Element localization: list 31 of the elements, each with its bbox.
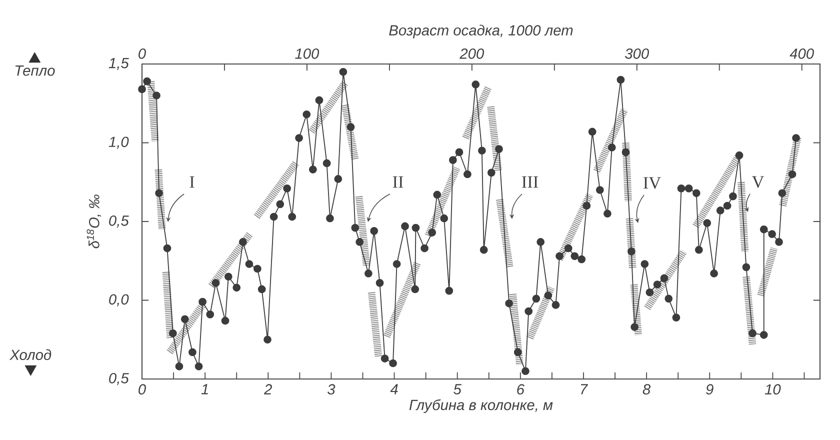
annotation: I <box>190 176 194 188</box>
annotation: V <box>752 176 764 188</box>
x-axis-title: Глубина в колонке, м <box>409 399 553 414</box>
x2-axis-title: Возраст осадка, 1000 лет <box>389 24 573 38</box>
x2-tick-label: 300 <box>624 48 649 59</box>
x2-tick-label: 100 <box>295 48 320 59</box>
x-tick-label: 6 <box>517 384 524 395</box>
x-tick-label: 9 <box>706 384 714 395</box>
x2-tick-label: 0 <box>138 48 146 59</box>
x-tick-label: 7 <box>580 384 588 394</box>
x-tick-label: 1 <box>201 384 208 394</box>
x2-tick-label: 200 <box>460 48 484 59</box>
text: Тепло <box>15 66 55 76</box>
text: Холод <box>9 349 52 360</box>
x-tick-label: 2 <box>264 384 272 394</box>
x-tick-label: 4 <box>390 384 398 394</box>
x2-tick-label: 400 <box>790 48 814 59</box>
x-tick-label: 8 <box>642 384 651 395</box>
x-tick-label: 10 <box>764 384 781 395</box>
y-tick-label: 0,0 <box>109 294 129 306</box>
annotation: II <box>392 176 404 188</box>
annotation: III <box>522 176 538 188</box>
y-tick-label: 0,5 <box>109 372 129 386</box>
y-tick-label: 1,5 <box>108 58 129 70</box>
x-tick-label: 5 <box>454 384 462 394</box>
y-tick-label: 0,5 <box>109 215 129 228</box>
y-axis-title: δ$^{18}$O, ‰ <box>86 194 102 248</box>
x-tick-label: 3 <box>327 384 336 395</box>
y-tick-label: 1,0 <box>108 136 129 149</box>
annotation: IV <box>643 177 661 189</box>
x-tick-label: 0 <box>138 384 146 395</box>
